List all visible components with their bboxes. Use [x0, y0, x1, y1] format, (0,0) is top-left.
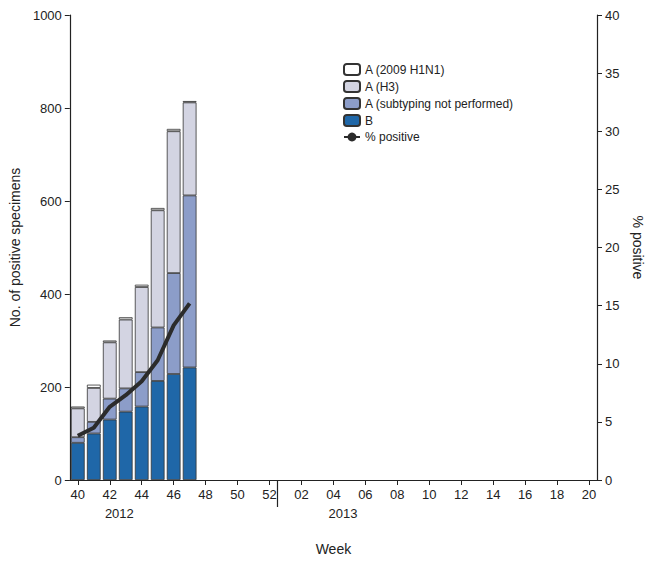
svg-text:200: 200 [40, 380, 62, 395]
svg-text:16: 16 [518, 487, 532, 502]
svg-text:52: 52 [262, 487, 276, 502]
svg-text:48: 48 [198, 487, 212, 502]
svg-text:Week: Week [316, 541, 353, 557]
svg-text:50: 50 [230, 487, 244, 502]
svg-text:35: 35 [605, 66, 619, 81]
svg-text:14: 14 [486, 487, 500, 502]
svg-text:02: 02 [294, 487, 308, 502]
svg-text:0: 0 [55, 473, 62, 488]
svg-text:20: 20 [582, 487, 596, 502]
svg-text:46: 46 [166, 487, 180, 502]
svg-text:12: 12 [454, 487, 468, 502]
svg-text:A (2009 H1N1): A (2009 H1N1) [365, 63, 444, 77]
svg-text:400: 400 [40, 287, 62, 302]
svg-text:A (H3): A (H3) [365, 80, 399, 94]
svg-text:1000: 1000 [33, 8, 62, 23]
svg-text:A (subtyping not performed): A (subtyping not performed) [365, 97, 513, 111]
svg-text:2012: 2012 [105, 506, 134, 521]
svg-text:18: 18 [550, 487, 564, 502]
svg-text:5: 5 [605, 414, 612, 429]
svg-text:10: 10 [605, 356, 619, 371]
svg-text:10: 10 [422, 487, 436, 502]
svg-text:30: 30 [605, 124, 619, 139]
svg-text:% positive: % positive [630, 216, 646, 280]
svg-text:2013: 2013 [329, 506, 358, 521]
svg-text:% positive: % positive [365, 130, 420, 144]
svg-text:44: 44 [134, 487, 148, 502]
svg-text:No. of positive specimens: No. of positive specimens [7, 168, 23, 328]
svg-text:800: 800 [40, 101, 62, 116]
svg-text:40: 40 [71, 487, 85, 502]
svg-text:42: 42 [103, 487, 117, 502]
svg-text:B: B [365, 114, 373, 128]
svg-text:08: 08 [390, 487, 404, 502]
svg-text:600: 600 [40, 194, 62, 209]
svg-text:15: 15 [605, 298, 619, 313]
svg-text:04: 04 [326, 487, 340, 502]
svg-text:06: 06 [358, 487, 372, 502]
svg-text:0: 0 [605, 473, 612, 488]
svg-text:40: 40 [605, 8, 619, 23]
svg-text:25: 25 [605, 182, 619, 197]
svg-text:20: 20 [605, 240, 619, 255]
